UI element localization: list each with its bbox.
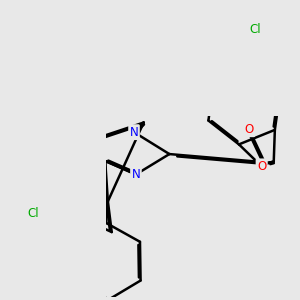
Text: O: O: [244, 123, 253, 136]
Text: Cl: Cl: [249, 23, 261, 36]
Text: N: N: [132, 168, 140, 181]
Text: Cl: Cl: [27, 207, 39, 220]
Text: O: O: [257, 160, 266, 173]
Text: N: N: [130, 126, 138, 139]
